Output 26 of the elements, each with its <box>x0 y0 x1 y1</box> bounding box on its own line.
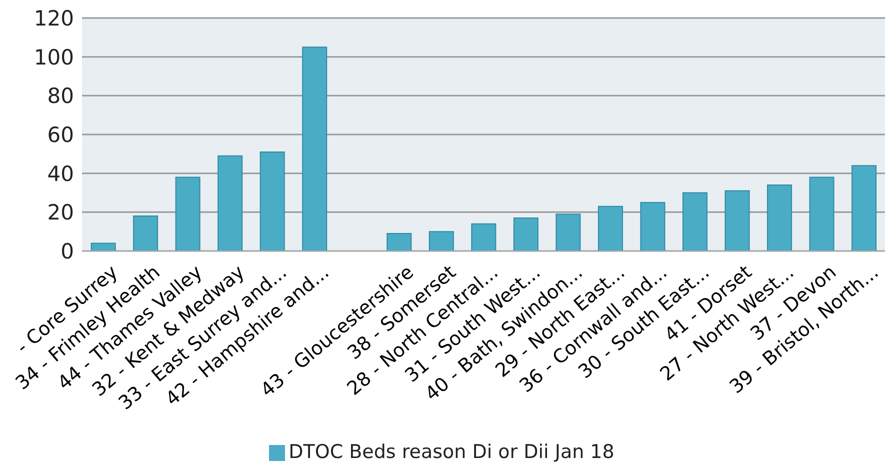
bar <box>260 151 285 251</box>
bar <box>640 202 666 251</box>
bar <box>513 217 538 251</box>
bar <box>218 155 243 251</box>
bar <box>428 231 454 251</box>
bar <box>133 216 158 251</box>
bar <box>809 176 834 251</box>
y-tick-label: 60 <box>47 122 74 147</box>
bar <box>724 190 750 251</box>
bar <box>598 206 623 251</box>
y-tick-label: 80 <box>47 84 74 108</box>
bar <box>386 233 412 251</box>
bar <box>852 165 877 251</box>
bar <box>175 176 200 251</box>
bar <box>682 192 708 251</box>
y-tick-label: 100 <box>34 45 74 70</box>
bar <box>90 242 116 251</box>
y-tick-label: 40 <box>47 162 74 186</box>
legend-label: DTOC Beds reason Di or Dii Jan 18 <box>288 441 614 463</box>
y-tick-label: 120 <box>34 6 74 30</box>
bar <box>767 184 792 251</box>
bar <box>471 223 496 251</box>
y-tick-label: 20 <box>47 200 74 225</box>
bar <box>556 214 581 251</box>
bar <box>302 46 328 251</box>
y-tick-label: 0 <box>60 239 74 264</box>
